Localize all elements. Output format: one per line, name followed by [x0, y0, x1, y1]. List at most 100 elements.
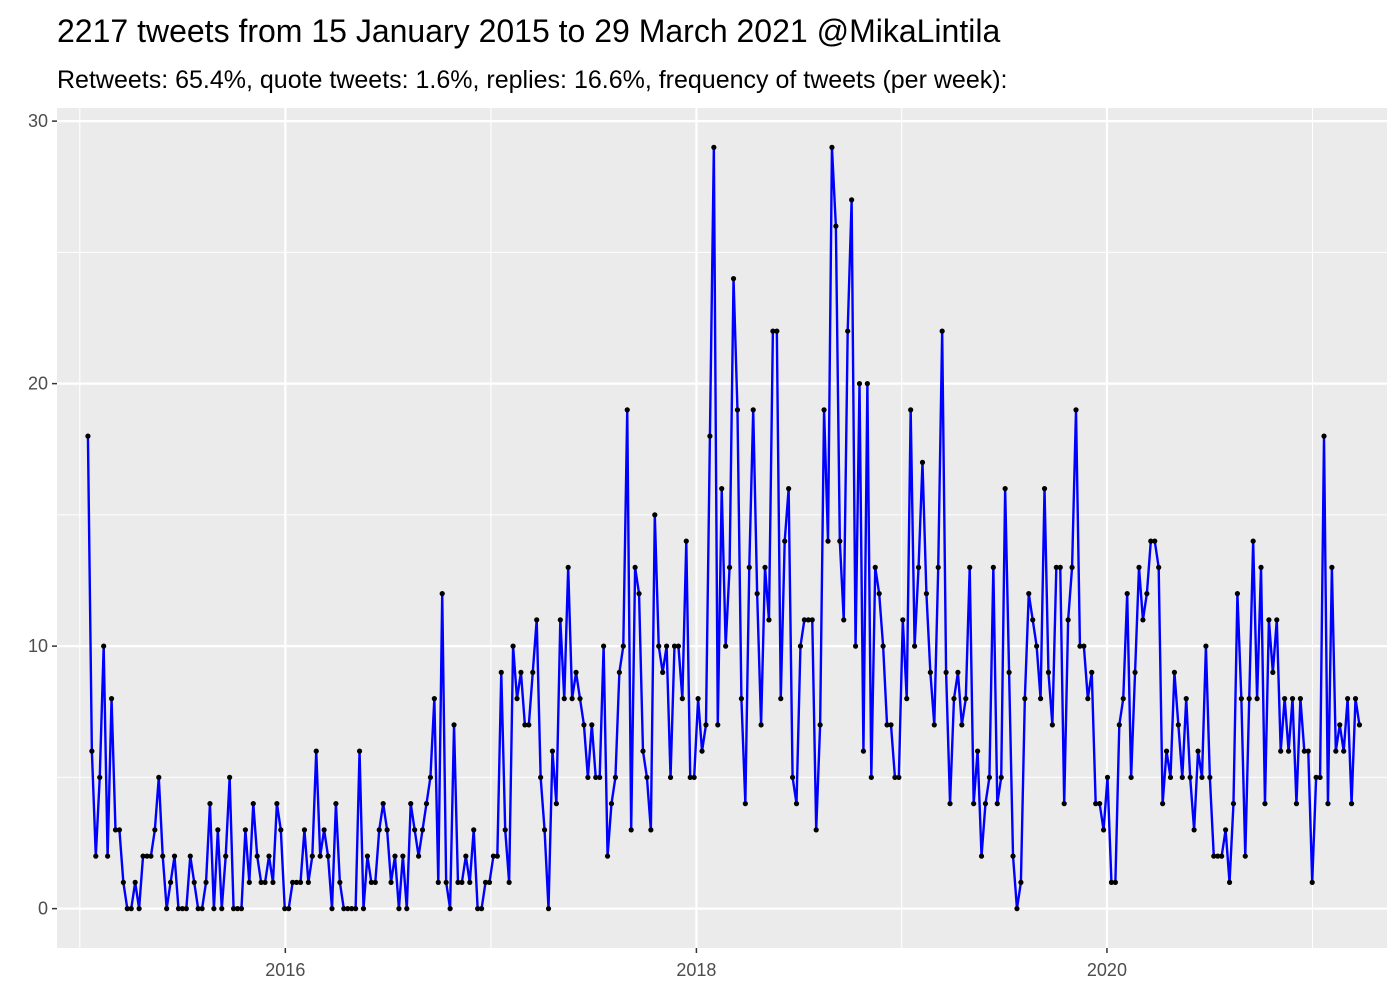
data-point — [699, 748, 705, 754]
data-point — [1297, 696, 1303, 702]
data-point — [1187, 774, 1193, 780]
data-point — [1081, 643, 1087, 649]
data-point — [1258, 564, 1264, 570]
data-point — [1305, 748, 1311, 754]
data-point — [471, 827, 477, 833]
data-point — [569, 696, 575, 702]
data-point — [97, 774, 103, 780]
data-point — [1199, 774, 1205, 780]
data-point — [1203, 643, 1209, 649]
data-point — [703, 722, 709, 728]
data-point — [207, 801, 213, 807]
data-point — [510, 643, 516, 649]
data-point — [297, 879, 304, 885]
data-point — [955, 669, 961, 675]
data-point — [652, 512, 658, 518]
data-point — [553, 801, 559, 807]
data-point — [849, 197, 855, 203]
data-point — [1179, 774, 1185, 780]
data-point — [1289, 696, 1296, 702]
data-point — [915, 564, 922, 570]
data-point — [534, 617, 540, 623]
data-point — [404, 906, 410, 912]
data-point — [841, 617, 847, 623]
data-point — [1285, 748, 1292, 754]
data-point — [120, 879, 126, 885]
data-point — [93, 853, 99, 859]
x-tick-label: 2020 — [1087, 960, 1127, 980]
data-points — [85, 144, 1363, 912]
data-point — [896, 774, 902, 780]
data-point — [608, 801, 615, 807]
data-point — [270, 879, 276, 885]
data-point — [990, 564, 996, 570]
data-point — [1183, 696, 1189, 702]
data-point — [1014, 906, 1020, 912]
chart-subtitle: Retweets: 65.4%, quote tweets: 1.6%, rep… — [57, 66, 1008, 94]
data-point — [817, 722, 823, 728]
data-point — [124, 906, 130, 912]
data-point — [175, 906, 182, 912]
data-point — [1207, 774, 1213, 780]
data-point — [1325, 801, 1331, 807]
data-point — [1144, 591, 1150, 597]
data-point — [1061, 801, 1067, 807]
data-point — [1093, 801, 1099, 807]
data-point — [451, 722, 457, 728]
data-point — [187, 853, 193, 859]
data-point — [325, 853, 331, 859]
data-point — [392, 853, 398, 859]
data-point — [1006, 669, 1012, 675]
data-point — [518, 669, 524, 675]
data-point — [549, 748, 556, 754]
data-point — [356, 748, 363, 754]
data-point — [975, 748, 981, 754]
data-point — [1301, 748, 1307, 754]
data-point — [581, 722, 587, 728]
data-point — [1313, 774, 1319, 780]
data-point — [986, 774, 993, 780]
data-point — [746, 564, 752, 570]
data-point — [1238, 696, 1244, 702]
data-point — [494, 853, 500, 859]
data-point — [766, 617, 772, 623]
data-point — [498, 669, 504, 675]
data-point — [1037, 696, 1044, 702]
data-point — [778, 696, 784, 702]
data-point — [538, 774, 544, 780]
data-point — [1120, 696, 1126, 702]
data-point — [408, 801, 414, 807]
data-point — [112, 827, 119, 833]
data-point — [1175, 722, 1181, 728]
data-point — [179, 906, 186, 912]
data-point — [384, 827, 390, 833]
data-point — [89, 748, 95, 754]
data-point — [530, 669, 536, 675]
data-point — [707, 433, 713, 439]
data-point — [829, 144, 835, 150]
data-point — [943, 669, 949, 675]
data-point — [947, 801, 953, 807]
data-point — [1065, 617, 1071, 623]
data-point — [459, 879, 465, 885]
data-point — [912, 643, 918, 649]
data-point — [1089, 669, 1095, 675]
data-point — [1104, 774, 1111, 780]
data-point — [695, 696, 701, 702]
x-tick-label: 2016 — [265, 960, 305, 980]
data-point — [1282, 696, 1288, 702]
data-point — [400, 853, 406, 859]
data-point — [478, 906, 485, 912]
data-point — [416, 853, 422, 859]
data-point — [612, 774, 619, 780]
data-point — [262, 879, 268, 885]
x-tick-label: 2018 — [676, 960, 716, 980]
series-layer — [85, 144, 1363, 912]
data-point — [786, 486, 792, 492]
data-point — [782, 538, 788, 544]
data-point — [191, 879, 197, 885]
data-point — [1215, 853, 1221, 859]
data-point — [1002, 486, 1008, 492]
data-point — [793, 801, 800, 807]
data-point — [809, 617, 815, 623]
